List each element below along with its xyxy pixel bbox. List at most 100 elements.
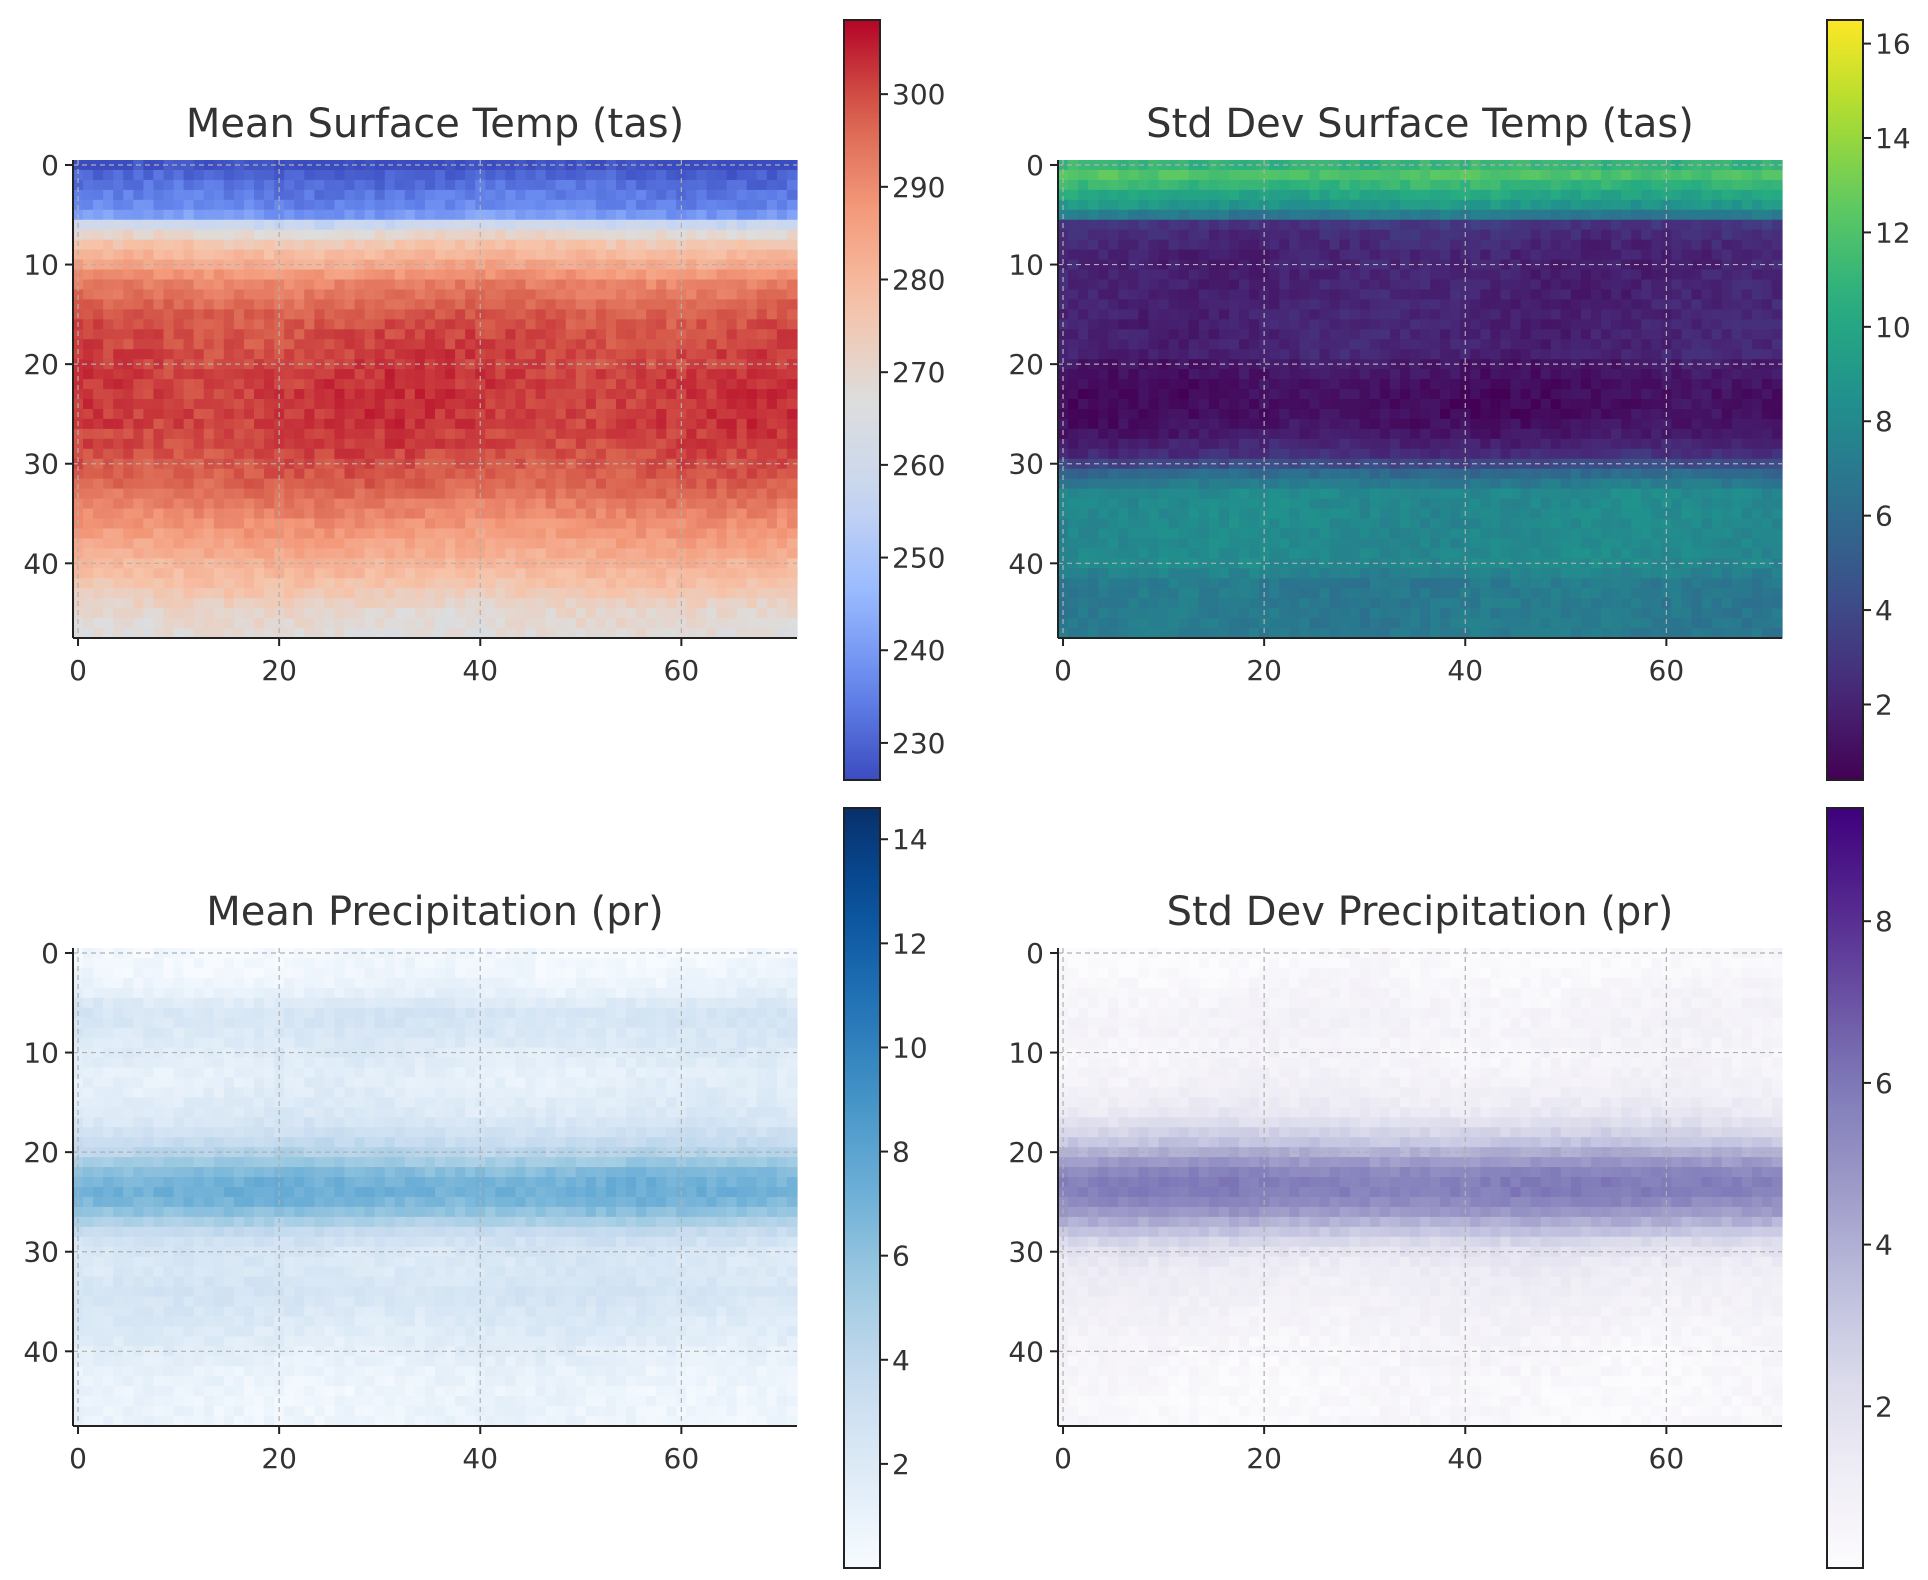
heatmap-cell <box>656 448 667 460</box>
heatmap-cell <box>435 379 446 390</box>
heatmap-cell <box>243 239 255 251</box>
heatmap-cell <box>374 289 386 301</box>
heatmap-cell <box>1530 199 1542 211</box>
heatmap-cell <box>495 319 506 330</box>
heatmap-cell <box>1741 229 1753 241</box>
heatmap-cell <box>455 448 466 460</box>
heatmap-cell <box>656 438 667 450</box>
heatmap-cell <box>1269 299 1280 310</box>
heatmap-cell <box>656 488 667 500</box>
heatmap-cell <box>1138 179 1150 191</box>
heatmap-cell <box>565 468 577 480</box>
heatmap-cell <box>374 219 386 231</box>
heatmap-cell <box>525 289 537 301</box>
heatmap-cell <box>1480 219 1491 231</box>
heatmap-cell <box>575 608 587 619</box>
heatmap-cell <box>646 239 657 251</box>
heatmap-cell <box>686 399 698 410</box>
heatmap-cell <box>686 458 698 470</box>
heatmap-cell <box>1711 209 1723 221</box>
heatmap-cell <box>1158 249 1170 261</box>
heatmap-cell <box>123 448 134 460</box>
heatmap-cell <box>354 399 366 410</box>
heatmap-cell <box>756 578 768 589</box>
heatmap-cell <box>304 608 315 619</box>
heatmap-cell <box>435 389 446 400</box>
heatmap-cell <box>746 229 758 241</box>
heatmap-cell <box>585 319 597 330</box>
heatmap-cell <box>1721 169 1733 181</box>
heatmap-cell <box>656 269 667 281</box>
heatmap-cell <box>1420 269 1431 281</box>
heatmap-cell <box>344 488 356 500</box>
heatmap-cell <box>1289 329 1300 340</box>
heatmap-cell <box>696 219 708 231</box>
heatmap-cell <box>1530 179 1542 191</box>
heatmap-cell <box>766 160 778 171</box>
heatmap-cell <box>1198 339 1210 350</box>
heatmap-cell <box>716 229 728 241</box>
heatmap-cell <box>736 568 748 579</box>
heatmap-cell <box>595 379 607 390</box>
heatmap-cell <box>585 359 597 370</box>
heatmap-cell <box>636 249 647 261</box>
heatmap-cell <box>1399 319 1411 330</box>
heatmap-cell <box>1369 239 1381 251</box>
heatmap-cell <box>1490 239 1502 251</box>
heatmap-cell <box>756 399 768 410</box>
heatmap-cell <box>113 548 124 559</box>
heatmap-cell <box>324 488 336 500</box>
colorbar-tick-label: 250 <box>892 542 945 575</box>
heatmap-cell <box>284 528 295 540</box>
heatmap-cell <box>646 269 657 281</box>
heatmap-cell <box>1711 309 1723 320</box>
heatmap-cell <box>565 478 577 490</box>
heatmap-cell <box>133 618 144 629</box>
heatmap-cell <box>344 359 356 370</box>
heatmap-cell <box>203 179 215 191</box>
heatmap-cell <box>374 169 386 181</box>
heatmap-cell <box>143 608 155 619</box>
heatmap-cell <box>1420 299 1431 310</box>
heatmap-cell <box>153 339 165 350</box>
heatmap-cell <box>636 219 647 231</box>
heatmap-cell <box>374 418 386 430</box>
heatmap-cell <box>193 369 205 380</box>
heatmap-cell <box>1168 349 1180 360</box>
heatmap-cell <box>304 219 315 231</box>
heatmap-cell <box>605 259 617 271</box>
heatmap-cell <box>716 568 728 579</box>
heatmap-cell <box>394 438 406 450</box>
heatmap-cell <box>324 169 336 181</box>
heatmap-cell <box>203 608 215 619</box>
heatmap-cell <box>626 588 637 599</box>
heatmap-cell <box>163 239 175 251</box>
heatmap-cell <box>93 558 104 569</box>
heatmap-cell <box>686 508 698 520</box>
heatmap-cell <box>233 239 245 251</box>
heatmap-cell <box>334 518 346 530</box>
heatmap-cell <box>173 428 185 440</box>
heatmap-cell <box>445 408 456 420</box>
heatmap-cell <box>233 379 245 390</box>
heatmap-cell <box>1420 239 1431 251</box>
heatmap-cell <box>686 289 698 301</box>
heatmap-cell <box>284 598 295 609</box>
heatmap-cell <box>565 319 577 330</box>
heatmap-cell <box>344 468 356 480</box>
heatmap-cell <box>1771 339 1783 350</box>
heatmap-cell <box>716 199 728 211</box>
heatmap-cell <box>143 448 155 460</box>
heatmap-cell <box>1249 299 1260 310</box>
heatmap-cell <box>515 548 527 559</box>
heatmap-cell <box>535 349 547 360</box>
heatmap-cell <box>243 478 255 490</box>
heatmap-cell <box>445 438 456 450</box>
heatmap-cell <box>133 179 144 191</box>
heatmap-cell <box>1701 199 1713 211</box>
heatmap-cell <box>746 538 758 549</box>
heatmap-cell <box>1349 269 1361 281</box>
heatmap-cell <box>223 518 235 530</box>
heatmap-cell <box>233 578 245 589</box>
heatmap-cell <box>1671 239 1683 251</box>
